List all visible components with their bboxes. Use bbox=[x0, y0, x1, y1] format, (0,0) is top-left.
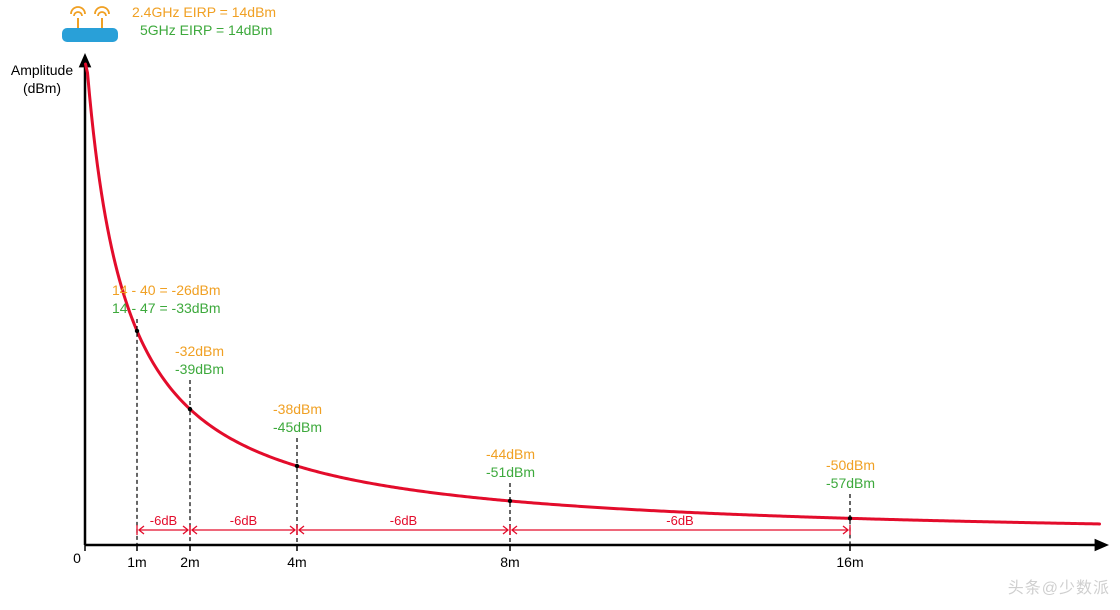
value-label-5ghz: -57dBm bbox=[826, 475, 875, 491]
data-point bbox=[295, 464, 299, 468]
value-label-5ghz: 14 - 47 = -33dBm bbox=[112, 300, 221, 316]
x-axis-arrow bbox=[1095, 539, 1109, 552]
watermark-text: 头条@少数派 bbox=[1008, 574, 1110, 598]
attenuation-curve bbox=[86, 64, 1100, 524]
step-arrow-label: -6dB bbox=[666, 513, 693, 528]
value-label-24ghz: -32dBm bbox=[175, 343, 224, 359]
data-point bbox=[508, 499, 512, 503]
data-point bbox=[848, 516, 852, 520]
step-arrow-label: -6dB bbox=[230, 513, 257, 528]
x-tick-label: 16m bbox=[836, 554, 863, 570]
y-axis-label: Amplitude bbox=[11, 62, 73, 78]
value-label-5ghz: -51dBm bbox=[486, 464, 535, 480]
origin-label: 0 bbox=[73, 550, 81, 566]
data-point bbox=[188, 407, 192, 411]
value-label-24ghz: -38dBm bbox=[273, 401, 322, 417]
value-label-24ghz: 14 - 40 = -26dBm bbox=[112, 282, 221, 298]
step-arrow-label: -6dB bbox=[150, 513, 177, 528]
value-label-5ghz: -39dBm bbox=[175, 361, 224, 377]
step-arrow-label: -6dB bbox=[390, 513, 417, 528]
router-icon bbox=[62, 7, 118, 42]
x-tick-label: 8m bbox=[500, 554, 519, 570]
value-label-24ghz: -50dBm bbox=[826, 457, 875, 473]
value-label-5ghz: -45dBm bbox=[273, 419, 322, 435]
x-tick-label: 2m bbox=[180, 554, 199, 570]
signal-attenuation-chart: 2.4GHz EIRP = 14dBm 5GHz EIRP = 14dBm Ampl… bbox=[0, 0, 1120, 610]
value-label-24ghz: -44dBm bbox=[486, 446, 535, 462]
x-tick-label: 4m bbox=[287, 554, 306, 570]
eirp-label: 2.4GHz EIRP = 14dBm bbox=[132, 4, 276, 20]
y-axis-unit: (dBm) bbox=[23, 80, 61, 96]
x-tick-label: 1m bbox=[127, 554, 146, 570]
eirp-label: 5GHz EIRP = 14dBm bbox=[140, 22, 272, 38]
data-point bbox=[135, 329, 139, 333]
